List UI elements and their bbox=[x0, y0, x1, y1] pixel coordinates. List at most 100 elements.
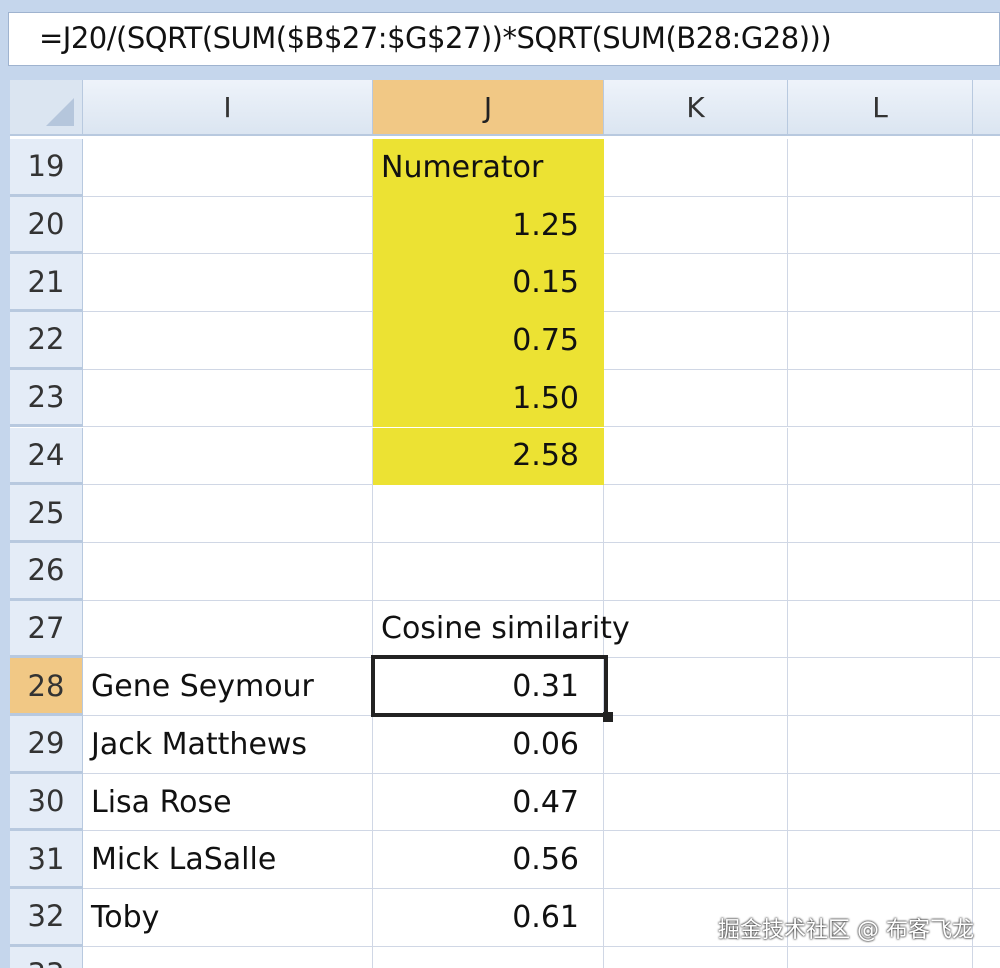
cell-I24[interactable] bbox=[83, 427, 373, 486]
cell-K21[interactable] bbox=[604, 254, 788, 313]
cell-M19[interactable] bbox=[973, 139, 1000, 197]
cell-J33[interactable] bbox=[373, 946, 604, 968]
cell-K23[interactable] bbox=[604, 369, 788, 428]
cell-I25[interactable] bbox=[83, 485, 373, 543]
cell-value: Toby bbox=[91, 899, 160, 935]
cell-I20[interactable] bbox=[83, 196, 373, 255]
cell-J32[interactable]: 0.61 bbox=[373, 889, 604, 947]
cell-J22[interactable]: 0.75 bbox=[373, 312, 604, 370]
cell-I23[interactable] bbox=[83, 369, 373, 428]
formula-bar[interactable]: =J20/(SQRT(SUM($B$27:$G$27))*SQRT(SUM(B2… bbox=[8, 12, 1000, 66]
row-header-25[interactable]: 25 bbox=[10, 485, 83, 543]
cell-J27[interactable]: Cosine similarity bbox=[373, 600, 630, 659]
cell-K22[interactable] bbox=[604, 312, 788, 370]
cell-I31[interactable]: Mick LaSalle bbox=[83, 831, 373, 890]
cell-J23[interactable]: 1.50 bbox=[373, 369, 604, 428]
cell-L22[interactable] bbox=[788, 312, 973, 370]
cell-M21[interactable] bbox=[973, 254, 1000, 313]
cell-I19[interactable] bbox=[83, 139, 373, 197]
select-all-button[interactable] bbox=[10, 80, 83, 136]
row-header-19[interactable]: 19 bbox=[10, 139, 83, 197]
cell-M32[interactable] bbox=[973, 889, 1000, 947]
spreadsheet-grid[interactable]: I J K L 19 Numerator 20 1.25 21 0.15 22 0.75 23 1.50 2… bbox=[10, 80, 1000, 968]
cell-J21[interactable]: 0.15 bbox=[373, 254, 604, 313]
row-header-30[interactable]: 30 bbox=[10, 773, 83, 832]
cell-L21[interactable] bbox=[788, 254, 973, 313]
cell-M29[interactable] bbox=[973, 716, 1000, 774]
cell-L33[interactable] bbox=[788, 946, 973, 968]
cell-L26[interactable] bbox=[788, 542, 973, 601]
cell-J26[interactable] bbox=[373, 542, 604, 601]
column-header-I[interactable]: I bbox=[83, 80, 373, 136]
row-header-33[interactable]: 33 bbox=[10, 946, 83, 968]
cell-I27[interactable] bbox=[83, 600, 373, 659]
cell-I29[interactable]: Jack Matthews bbox=[83, 716, 373, 774]
cell-M22[interactable] bbox=[973, 312, 1000, 370]
row-header-29[interactable]: 29 bbox=[10, 716, 83, 774]
cell-M24[interactable] bbox=[973, 428, 1000, 486]
cell-K32[interactable] bbox=[604, 889, 788, 947]
cell-I32[interactable]: Toby bbox=[83, 889, 373, 947]
cell-L23[interactable] bbox=[788, 369, 973, 428]
row-header-21[interactable]: 21 bbox=[10, 254, 83, 313]
row-header-24[interactable]: 24 bbox=[10, 427, 83, 486]
cell-K28[interactable] bbox=[604, 658, 788, 716]
cell-K24[interactable] bbox=[604, 427, 788, 486]
cell-I33[interactable] bbox=[83, 946, 373, 968]
cell-J28[interactable]: 0.31 bbox=[373, 658, 604, 716]
cell-M30[interactable] bbox=[973, 774, 1000, 832]
cell-I21[interactable] bbox=[83, 254, 373, 313]
row-header-23[interactable]: 23 bbox=[10, 369, 83, 428]
cell-J25[interactable] bbox=[373, 485, 604, 543]
cell-J31[interactable]: 0.56 bbox=[373, 831, 604, 890]
row-header-22[interactable]: 22 bbox=[10, 312, 83, 370]
cell-K31[interactable] bbox=[604, 831, 788, 890]
cell-J20[interactable]: 1.25 bbox=[373, 196, 604, 255]
cell-L20[interactable] bbox=[788, 196, 973, 255]
cell-L25[interactable] bbox=[788, 485, 973, 543]
row-header-26[interactable]: 26 bbox=[10, 542, 83, 601]
cell-J29[interactable]: 0.06 bbox=[373, 716, 604, 774]
cell-M25[interactable] bbox=[973, 485, 1000, 543]
cell-L28[interactable] bbox=[788, 658, 973, 716]
column-header-J[interactable]: J bbox=[373, 80, 604, 136]
cell-K30[interactable] bbox=[604, 773, 788, 832]
cell-M28[interactable] bbox=[973, 658, 1000, 716]
row-header-28[interactable]: 28 bbox=[10, 658, 83, 716]
cell-J30[interactable]: 0.47 bbox=[373, 773, 604, 832]
cell-I28[interactable]: Gene Seymour bbox=[83, 658, 373, 716]
cell-J24[interactable]: 2.58 bbox=[373, 427, 604, 486]
cell-I26[interactable] bbox=[83, 542, 373, 601]
cell-I22[interactable] bbox=[83, 312, 373, 370]
cell-M23[interactable] bbox=[973, 370, 1000, 428]
cell-L29[interactable] bbox=[788, 716, 973, 774]
row-header-27[interactable]: 27 bbox=[10, 600, 83, 659]
row-header-20[interactable]: 20 bbox=[10, 196, 83, 255]
cell-K20[interactable] bbox=[604, 196, 788, 255]
cell-K27[interactable] bbox=[604, 600, 788, 659]
cell-J19[interactable]: Numerator bbox=[373, 139, 604, 197]
cell-K19[interactable] bbox=[604, 139, 788, 197]
cell-M20[interactable] bbox=[973, 197, 1000, 255]
column-header-K[interactable]: K bbox=[604, 80, 788, 136]
column-header-L[interactable]: L bbox=[788, 80, 973, 136]
cell-L27[interactable] bbox=[788, 600, 973, 659]
formula-text[interactable]: =J20/(SQRT(SUM($B$27:$G$27))*SQRT(SUM(B2… bbox=[39, 21, 832, 55]
cell-M33[interactable] bbox=[973, 947, 1000, 968]
cell-L30[interactable] bbox=[788, 773, 973, 832]
cell-L32[interactable] bbox=[788, 889, 973, 947]
cell-K33[interactable] bbox=[604, 946, 788, 968]
row-header-31[interactable]: 31 bbox=[10, 831, 83, 890]
cell-K29[interactable] bbox=[604, 716, 788, 774]
cell-K26[interactable] bbox=[604, 542, 788, 601]
cell-M31[interactable] bbox=[973, 831, 1000, 890]
cell-K25[interactable] bbox=[604, 485, 788, 543]
row-header-32[interactable]: 32 bbox=[10, 889, 83, 947]
cell-L19[interactable] bbox=[788, 139, 973, 197]
cell-L31[interactable] bbox=[788, 831, 973, 890]
cell-L24[interactable] bbox=[788, 427, 973, 486]
cell-I30[interactable]: Lisa Rose bbox=[83, 773, 373, 832]
cell-M27[interactable] bbox=[973, 601, 1000, 659]
column-header-next[interactable] bbox=[973, 80, 1000, 136]
cell-M26[interactable] bbox=[973, 543, 1000, 601]
